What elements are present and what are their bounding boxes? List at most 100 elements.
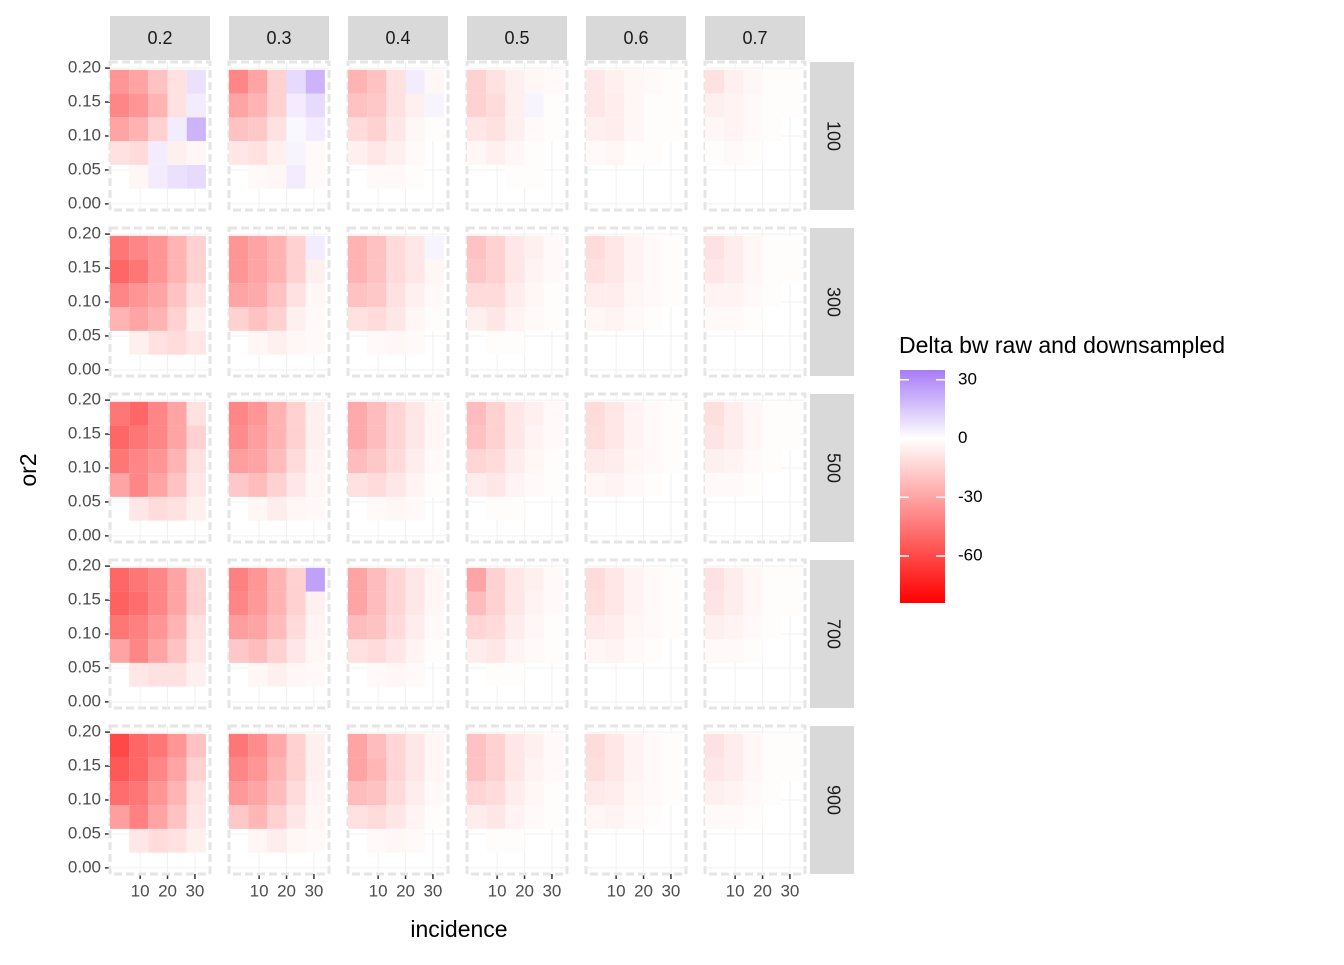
- tile: [386, 757, 406, 782]
- tile: [624, 93, 644, 118]
- tile: [305, 117, 325, 142]
- tile: [624, 307, 644, 331]
- tile: [129, 307, 149, 331]
- tile: [148, 141, 168, 165]
- tile: [724, 93, 744, 118]
- tile: [129, 639, 149, 663]
- tile: [424, 235, 444, 260]
- x-tick-label: 20: [753, 881, 772, 900]
- tile: [305, 733, 325, 758]
- tile: [586, 141, 606, 165]
- tile: [743, 591, 763, 616]
- x-tick-label: 20: [515, 881, 534, 900]
- tile: [486, 757, 506, 782]
- x-tick-label: 10: [726, 881, 745, 900]
- tile: [129, 781, 149, 806]
- tile: [248, 93, 268, 118]
- tile: [662, 757, 682, 782]
- tile: [705, 141, 725, 165]
- tile: [148, 307, 168, 331]
- y-tick-label: 0.10: [68, 457, 101, 476]
- tile: [586, 283, 606, 308]
- tile: [605, 69, 625, 94]
- tile: [186, 259, 206, 284]
- tile: [486, 283, 506, 308]
- tile: [348, 733, 368, 758]
- strip-label: 0.2: [147, 28, 172, 48]
- tile: [705, 117, 725, 142]
- tile: [467, 567, 487, 592]
- tile: [305, 639, 325, 663]
- tile: [624, 615, 644, 640]
- tile: [724, 401, 744, 426]
- tile: [424, 425, 444, 450]
- y-tick-label: 0.20: [68, 556, 101, 575]
- tile: [605, 757, 625, 782]
- tile: [267, 330, 287, 355]
- panel: [703, 60, 807, 212]
- y-tick-label: 0.10: [68, 125, 101, 144]
- tile: [110, 307, 130, 331]
- tile: [505, 259, 525, 284]
- tile: [305, 330, 325, 355]
- tile: [367, 449, 387, 474]
- tile: [543, 757, 563, 782]
- tile: [110, 733, 130, 758]
- tile: [286, 93, 306, 118]
- tile: [405, 496, 425, 521]
- tile: [129, 449, 149, 474]
- tile: [505, 615, 525, 640]
- strip: [348, 16, 448, 60]
- tile: [286, 330, 306, 355]
- strip: [705, 16, 805, 60]
- tile: [186, 164, 206, 189]
- tile: [624, 639, 644, 663]
- tile: [229, 141, 249, 165]
- tile: [643, 235, 663, 260]
- tile: [605, 425, 625, 450]
- tile: [724, 733, 744, 758]
- tile: [505, 117, 525, 142]
- tile: [486, 639, 506, 663]
- tile: [286, 283, 306, 308]
- legend-title: Delta bw raw and downsampled: [899, 332, 1225, 358]
- tile: [424, 283, 444, 308]
- panel: [108, 60, 212, 212]
- tile: [662, 591, 682, 616]
- tile: [543, 259, 563, 284]
- tile: [286, 425, 306, 450]
- tile: [129, 401, 149, 426]
- tile: [167, 235, 187, 260]
- tile: [586, 307, 606, 331]
- tile: [367, 117, 387, 142]
- tile: [167, 93, 187, 118]
- panel: [108, 558, 212, 710]
- panel: [227, 226, 331, 378]
- tile: [386, 449, 406, 474]
- tile: [229, 401, 249, 426]
- tile: [586, 757, 606, 782]
- tile: [424, 733, 444, 758]
- tile: [248, 164, 268, 189]
- tile: [743, 235, 763, 260]
- tile: [167, 449, 187, 474]
- tile: [743, 401, 763, 426]
- tile: [486, 69, 506, 94]
- tile: [186, 473, 206, 497]
- tile: [762, 235, 782, 260]
- tile: [367, 425, 387, 450]
- tile: [386, 781, 406, 806]
- y-tick-label: 0.05: [68, 657, 101, 676]
- tile: [129, 330, 149, 355]
- strip: [810, 394, 854, 542]
- tile: [643, 307, 663, 331]
- x-tick-label: 10: [369, 881, 388, 900]
- tile: [724, 639, 744, 663]
- strip: [810, 560, 854, 708]
- tile: [148, 615, 168, 640]
- tile: [305, 473, 325, 497]
- tile: [424, 401, 444, 426]
- tile: [305, 401, 325, 426]
- tile: [267, 307, 287, 331]
- tile: [605, 235, 625, 260]
